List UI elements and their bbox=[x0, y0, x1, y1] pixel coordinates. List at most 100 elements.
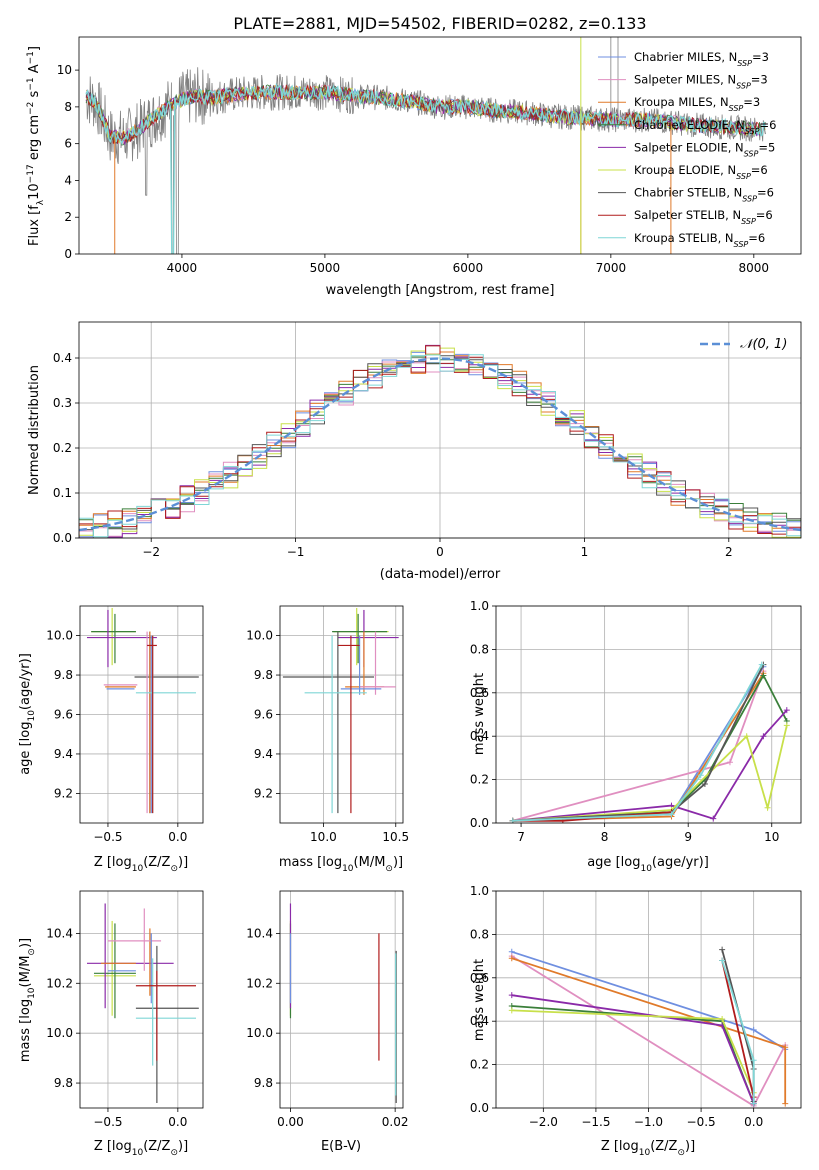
y-tick-label: 0.2 bbox=[470, 773, 489, 787]
y-tick-label: 10.2 bbox=[246, 976, 273, 990]
panel-spectrum: 4000 5000 6000 7000 8000 0 2 4 6 8 10 Chabrier MILE… bbox=[26, 36, 802, 298]
y-tick-label: 9.4 bbox=[54, 747, 73, 761]
axes-frame bbox=[495, 605, 802, 824]
x-tick-label: −1 bbox=[287, 545, 305, 559]
weight-marker-kmi bbox=[782, 1044, 789, 1051]
legend-entry: Chabrier STELIB, NSSP=6 bbox=[634, 186, 774, 204]
label-part: −2 bbox=[26, 102, 36, 115]
x-tick-label: 5000 bbox=[310, 261, 341, 275]
label-part: s bbox=[27, 90, 42, 101]
label-part: (M/M bbox=[18, 956, 33, 988]
figure-title: PLATE=2881, MJD=54502, FIBERID=0282, z=0… bbox=[233, 14, 646, 33]
x-tick-label: 0.02 bbox=[382, 1115, 409, 1129]
axis-label: Z [log10(Z/Z⊙)] bbox=[94, 1139, 188, 1158]
legend-label: Chabrier ELODIE, N bbox=[634, 118, 745, 132]
legend-sub: SSP bbox=[736, 81, 751, 90]
weight-marker-sel bbox=[760, 733, 767, 740]
errorbars bbox=[282, 607, 399, 814]
legend-val: =3 bbox=[752, 50, 769, 64]
weight-line-cst bbox=[512, 664, 765, 822]
axis-label: mass [log10(M/M⊙)] bbox=[18, 938, 37, 1062]
axes-frame bbox=[79, 890, 204, 1109]
y-tick-label: 0.0 bbox=[470, 1101, 489, 1115]
x-axis-label: E(B-V) bbox=[321, 1139, 361, 1154]
panel-mass_weight_vs_Z: −2.0 −1.5 −1.0 −0.5 0.0 0.0 0.2 0.4 0.6 0.8 1.0 Z [… bbox=[470, 884, 802, 1158]
panel-age_vs_Z: −0.5 0.09.29.49.69.810.0Z [log10(Z/Z⊙)]ag… bbox=[18, 605, 204, 874]
y-tick-label: 0.2 bbox=[470, 1058, 489, 1072]
legend-sub: SSP bbox=[736, 172, 751, 181]
label-part: (age/yr)] bbox=[652, 855, 709, 870]
y-tick-label: 10.0 bbox=[246, 629, 273, 643]
weight-marker-kst bbox=[719, 957, 726, 964]
weight-marker-kel bbox=[764, 804, 771, 811]
legend-sub: SSP bbox=[729, 104, 744, 113]
x-tick-label: 6000 bbox=[453, 261, 484, 275]
legend-entry: Chabrier MILES, NSSP=3 bbox=[634, 50, 769, 68]
y-tick-label: 8 bbox=[64, 100, 72, 114]
y-tick-label: 1.0 bbox=[470, 884, 489, 898]
axis-label: mass [log10(M/M⊙)] bbox=[279, 855, 403, 874]
legend-val: =3 bbox=[751, 73, 768, 87]
weight-marker-kst bbox=[758, 661, 765, 668]
model-spectrum-kst bbox=[85, 82, 766, 254]
x-tick-label: 10.0 bbox=[310, 830, 337, 844]
x-axis-label: (data-model)/error bbox=[380, 567, 501, 582]
label-part: mass [log bbox=[18, 999, 33, 1062]
label-part: 10 bbox=[342, 864, 354, 874]
weight-marker-sel bbox=[508, 992, 515, 999]
label-part: ⊙ bbox=[170, 864, 178, 874]
y-axis-label: Normed distribution bbox=[27, 365, 42, 495]
weight-line-cel bbox=[511, 1005, 755, 1105]
x-tick-label: 8 bbox=[601, 830, 609, 844]
axis-label: age [log10(age/yr)] bbox=[587, 855, 709, 874]
label-part: 10 bbox=[27, 183, 42, 200]
x-tick-label: −1.0 bbox=[634, 1115, 663, 1129]
x-tick-label: −2.0 bbox=[529, 1115, 558, 1129]
weight-marker-cel bbox=[760, 672, 767, 679]
x-tick-label: 1 bbox=[581, 545, 589, 559]
y-tick-label: 10.0 bbox=[246, 1026, 273, 1040]
label-part: )] bbox=[685, 1139, 695, 1154]
panel-residual_histogram: −2 −1 0 1 2 0.0 0.1 0.2 0.3 0.4 𝒩(0, 1) (data-model… bbox=[27, 321, 802, 582]
y-tick-label: 0.8 bbox=[470, 927, 489, 941]
y-tick-label: 0.4 bbox=[53, 351, 72, 365]
label-part: ⊙ bbox=[677, 1148, 685, 1158]
weight-line-sel bbox=[512, 709, 788, 822]
label-part: 10 bbox=[27, 710, 37, 722]
label-part: −17 bbox=[26, 164, 36, 183]
x-tick-label: 10 bbox=[764, 830, 779, 844]
y-tick-label: 0.6 bbox=[470, 971, 489, 985]
legend-entry: 𝒩(0, 1) bbox=[740, 337, 787, 352]
label-part: Flux [f bbox=[27, 205, 42, 246]
label-part: )] bbox=[178, 1139, 188, 1154]
y-tick-label: 10.0 bbox=[46, 1026, 73, 1040]
weight-line-kst bbox=[512, 664, 763, 822]
weight-line-cel bbox=[512, 673, 788, 822]
weight-marker-kst bbox=[697, 772, 704, 779]
weight-line-sst bbox=[721, 960, 755, 1098]
x-tick-label: 10.5 bbox=[382, 830, 409, 844]
y-tick-label: 9.4 bbox=[254, 747, 273, 761]
panel-mass_vs_Z: −0.5 0.09.810.010.210.4Z [log10(Z/Z⊙)]mas… bbox=[18, 890, 204, 1158]
y-axis-label: mass weight bbox=[472, 673, 487, 755]
legend-val: =3 bbox=[743, 95, 760, 109]
y-tick-label: 0.8 bbox=[470, 642, 489, 656]
weight-marker-cst bbox=[701, 780, 708, 787]
x-tick-label: 2 bbox=[725, 545, 733, 559]
legend-sub: SSP bbox=[741, 217, 756, 226]
y-tick-label: 9.8 bbox=[254, 668, 273, 682]
errorbars bbox=[86, 607, 199, 814]
y-tick-label: 10.4 bbox=[46, 926, 73, 940]
label-part: mass [log bbox=[279, 855, 342, 870]
legend-sub: SSP bbox=[737, 59, 752, 68]
label-part: λ bbox=[36, 199, 46, 205]
legend-entry: Kroupa MILES, NSSP=3 bbox=[634, 95, 760, 113]
x-tick-label: 9 bbox=[684, 830, 692, 844]
axis-label: Z [log10(Z/Z⊙)] bbox=[601, 1139, 695, 1158]
axis-label: Z [log10(Z/Z⊙)] bbox=[94, 855, 188, 874]
histogram-series bbox=[79, 344, 801, 538]
legend-label: Kroupa ELODIE, N bbox=[634, 163, 736, 177]
